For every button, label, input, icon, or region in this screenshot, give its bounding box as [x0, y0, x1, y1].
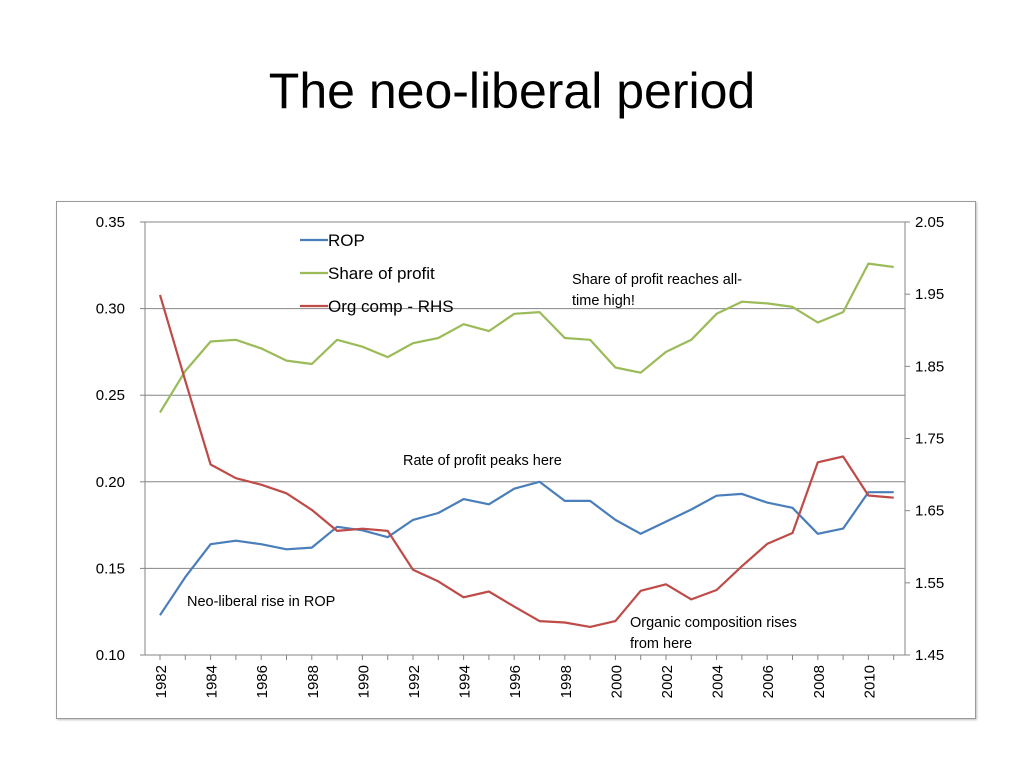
annotation-oc-rise: Organic composition rises: [630, 615, 797, 631]
y-left-tick-label: 0.15: [96, 560, 125, 577]
x-tick-label: 1986: [254, 665, 271, 698]
y-right-tick-label: 1.75: [915, 431, 944, 448]
legend-label: ROP: [328, 231, 365, 250]
x-tick-label: 1998: [558, 665, 575, 698]
x-tick-label: 1984: [204, 665, 221, 698]
x-tick-label: 2000: [608, 665, 625, 698]
y-left-tick-label: 0.10: [96, 647, 125, 664]
axes: 0.35 0.30 0.25 0.20 0.15 0.10 2.05 1.95 1.85 1.75…: [96, 214, 944, 698]
y-right-tick-label: 1.85: [915, 358, 944, 375]
annotation-rop-peak: Rate of profit peaks here: [403, 453, 562, 469]
series-line-org-comp-rhs: [158, 294, 894, 629]
legend-label: Org comp - RHS: [328, 297, 454, 316]
y-left-tick-label: 0.30: [96, 301, 125, 318]
x-tick-label: 1982: [153, 665, 170, 698]
x-tick-label: 2004: [710, 665, 727, 698]
y-left-tick-label: 0.35: [96, 214, 125, 231]
x-tick-label: 1992: [406, 665, 423, 698]
y-right-tick-label: 2.05: [915, 214, 944, 231]
annotations: Share of profit reaches all-time high! Ra…: [187, 272, 797, 652]
x-tick-label: 1994: [457, 665, 474, 698]
series-line-rop: [159, 480, 894, 616]
series-lines: [158, 262, 894, 629]
x-tick-label: 2002: [659, 665, 676, 698]
annotation-oc-rise: from here: [630, 636, 692, 652]
annotation-share-high: Share of profit reaches all-: [572, 272, 742, 288]
x-tick-label: 1996: [507, 665, 524, 698]
legend-label: Share of profit: [328, 264, 435, 283]
y-left-tick-label: 0.20: [96, 474, 125, 491]
y-left-tick-label: 0.25: [96, 387, 125, 404]
legend: ROP Share of profit Org comp - RHS: [300, 231, 454, 316]
y-right-tick-label: 1.65: [915, 503, 944, 520]
x-tick-label: 2008: [811, 665, 828, 698]
x-tick-label: 1990: [355, 665, 372, 698]
y-right-tick-label: 1.95: [915, 286, 944, 303]
x-tick-label: 2010: [861, 665, 878, 698]
x-tick-label: 1988: [305, 665, 322, 698]
series-line-share-of-profit: [159, 262, 894, 414]
y-right-tick-label: 1.55: [915, 575, 944, 592]
slide-title: The neo-liberal period: [268, 63, 756, 119]
annotation-rop-rise: Neo-liberal rise in ROP: [187, 594, 335, 610]
x-tick-label: 2006: [760, 665, 777, 698]
annotation-share-high: time high!: [572, 293, 635, 309]
gridlines: [145, 221, 905, 656]
y-right-tick-label: 1.45: [915, 647, 944, 664]
